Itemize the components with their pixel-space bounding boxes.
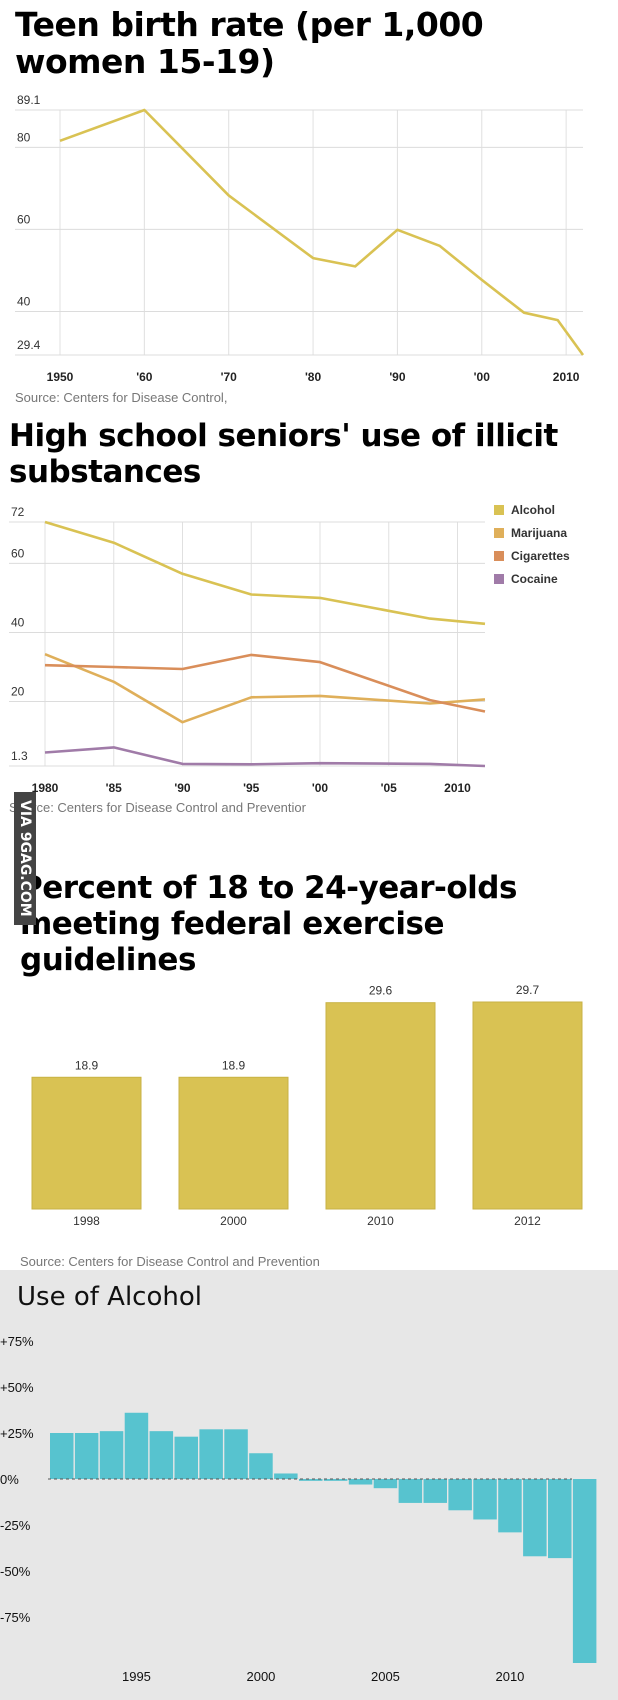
exercise-guidelines-bar-chart: 18.9 1998 18.9 2000 29.6 2010 29.7 2012 — [31, 983, 583, 1228]
series-line-cocaine — [44, 746, 486, 768]
legend-label: Marijuana — [511, 526, 567, 540]
legend-label: Cocaine — [511, 572, 558, 586]
chart-source: Source: Centers for Disease Control and … — [20, 1254, 320, 1269]
bar — [249, 1453, 273, 1479]
series-line-alcohol — [44, 520, 486, 626]
x-tick-label: '00 — [312, 781, 329, 795]
bar — [74, 1433, 99, 1479]
y-tick-label: 89.1 — [17, 93, 41, 107]
bar-value-label: 29.7 — [516, 983, 540, 997]
bar — [178, 1076, 289, 1210]
bar — [498, 1479, 522, 1533]
teen-birth-rate-line-chart: 1950 '60 '70 '80 '90 '00 2010 29.4 40 60 80 89.1 — [15, 93, 585, 384]
chart-source: Source: Centers for Disease Control and … — [9, 800, 306, 815]
watermark-label: VIA 9GAG.COM — [14, 792, 36, 925]
bar — [548, 1479, 572, 1559]
bar-value-label: 18.9 — [222, 1058, 246, 1072]
y-tick-label: 40 — [11, 615, 25, 629]
chart-panel-teen-birth-rate: Teen birth rate (per 1,000 women 15-19) … — [0, 0, 618, 410]
x-tick-label: '95 — [243, 781, 260, 795]
y-tick-label: 72 — [11, 505, 25, 519]
x-tick-label: 1998 — [73, 1214, 100, 1228]
chart-panel-illicit-substances: High school seniors' use of illicit subs… — [0, 410, 618, 820]
bar — [31, 1076, 142, 1210]
bar — [423, 1479, 447, 1503]
x-tick-label: '90 — [174, 781, 191, 795]
x-tick-label: 2000 — [220, 1214, 247, 1228]
x-tick-label: '00 — [474, 370, 491, 384]
chart-source: Source: Centers for Disease Control, — [15, 390, 228, 405]
x-tick-label: 2010 — [553, 370, 580, 384]
y-tick-label: 40 — [17, 294, 31, 308]
legend-swatch — [494, 505, 504, 515]
x-tick-label: 1980 — [32, 781, 59, 795]
bar — [398, 1479, 423, 1503]
legend-label: Alcohol — [511, 503, 555, 517]
x-tick-label: 2010 — [495, 1669, 524, 1684]
x-tick-label: '90 — [389, 370, 406, 384]
y-tick-label: 80 — [17, 130, 31, 144]
chart-title: Teen birth rate (per 1,000 women 15-19) — [15, 5, 484, 81]
bar — [373, 1479, 398, 1489]
y-tick-label: -50% — [0, 1564, 31, 1579]
y-tick-label: +75% — [0, 1334, 34, 1349]
legend-swatch — [494, 574, 504, 584]
y-tick-label: -75% — [0, 1610, 31, 1625]
y-tick-label: 60 — [17, 212, 31, 226]
legend-swatch — [494, 551, 504, 561]
series-line-teen-birth-rate — [59, 108, 585, 356]
x-tick-label: 1950 — [47, 370, 74, 384]
y-tick-label: 20 — [11, 684, 25, 698]
x-tick-label: '70 — [221, 370, 238, 384]
x-tick-label: '85 — [106, 781, 123, 795]
use-of-alcohol-bar-chart: +75% +50% +25% 0% -25% -50% -75% 1995 2000 2005 20… — [0, 1334, 597, 1684]
bar — [523, 1479, 547, 1557]
chart-title: High school seniors' use of illicit subs… — [9, 418, 558, 490]
series-line-cigarettes — [44, 653, 486, 713]
x-tick-label: '05 — [381, 781, 398, 795]
series-line-marijuana — [44, 652, 486, 724]
chart-panel-exercise-guidelines: Percent of 18 to 24-year-olds meeting fe… — [0, 820, 618, 1270]
bar — [473, 1479, 497, 1520]
x-tick-label: 2010 — [367, 1214, 394, 1228]
bar — [99, 1431, 124, 1479]
y-tick-label: -25% — [0, 1518, 31, 1533]
y-tick-label: 1.3 — [11, 749, 28, 763]
bar — [124, 1412, 149, 1479]
bar — [50, 1433, 74, 1479]
x-tick-label: '80 — [305, 370, 322, 384]
x-tick-label: 2005 — [371, 1669, 400, 1684]
bar — [174, 1436, 198, 1479]
bar — [149, 1431, 174, 1479]
chart-title: Percent of 18 to 24-year-olds meeting fe… — [20, 870, 517, 978]
bar — [224, 1429, 248, 1479]
bar — [448, 1479, 472, 1511]
bar — [325, 1002, 436, 1210]
bar — [199, 1429, 223, 1479]
legend-swatch — [494, 528, 504, 538]
bar — [274, 1473, 298, 1479]
y-tick-label: 0% — [0, 1472, 19, 1487]
y-tick-label: +50% — [0, 1380, 34, 1395]
y-tick-label: +25% — [0, 1426, 34, 1441]
y-tick-label: 29.4 — [17, 338, 41, 352]
x-tick-label: 2012 — [514, 1214, 541, 1228]
bar-value-label: 18.9 — [75, 1058, 99, 1072]
x-tick-label: 1995 — [122, 1669, 151, 1684]
legend-label: Cigarettes — [511, 549, 570, 563]
bar — [472, 1001, 583, 1210]
bar — [572, 1479, 597, 1663]
x-tick-label: '60 — [136, 370, 153, 384]
chart-title: Use of Alcohol — [17, 1282, 202, 1312]
x-tick-label: 2000 — [246, 1669, 275, 1684]
y-tick-label: 60 — [11, 546, 25, 560]
bar-value-label: 29.6 — [369, 984, 393, 998]
chart-panel-use-of-alcohol: Use of Alcohol +75% +50% +25% 0% -25% -50% -75… — [0, 1270, 618, 1700]
x-tick-label: 2010 — [444, 781, 471, 795]
bar — [323, 1479, 348, 1481]
bar — [348, 1479, 373, 1485]
bar — [299, 1479, 323, 1481]
illicit-substances-line-chart: 1980 '85 '90 '95 '00 '05 2010 1.3 20 40 60 72 Alcoho… — [9, 503, 570, 795]
